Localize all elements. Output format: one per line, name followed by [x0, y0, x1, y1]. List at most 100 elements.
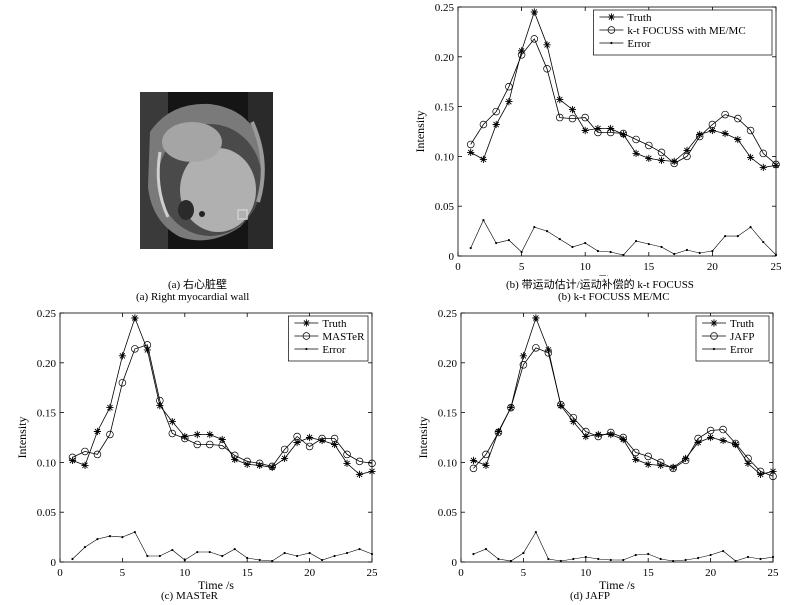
data-point	[318, 434, 326, 443]
caption-d: (d) JAFP	[570, 590, 611, 602]
legend-label: Error	[322, 344, 346, 356]
data-point	[530, 35, 539, 43]
data-point	[631, 448, 640, 457]
data-point	[146, 554, 149, 558]
data-point	[634, 239, 638, 243]
data-point	[534, 531, 537, 534]
data-point	[696, 130, 704, 139]
data-point	[584, 555, 587, 559]
data-point	[218, 435, 226, 444]
series-line	[473, 347, 774, 477]
y-axis-label: Intensity	[15, 417, 29, 459]
data-point	[355, 470, 364, 478]
data-point	[581, 113, 589, 122]
data-point	[71, 557, 74, 561]
data-point	[694, 438, 702, 447]
data-point	[517, 51, 526, 59]
series-line	[72, 344, 373, 467]
data-point	[143, 346, 151, 354]
series-truth	[68, 314, 376, 478]
data-point	[681, 456, 690, 465]
data-point	[708, 120, 717, 129]
data-point	[762, 240, 765, 244]
data-point	[746, 126, 755, 135]
y-tick-label: 0.05	[37, 507, 57, 519]
data-point	[683, 146, 691, 154]
data-point	[305, 442, 314, 451]
data-point	[769, 472, 777, 481]
x-tick-label: 0	[57, 567, 63, 579]
data-point	[497, 557, 500, 561]
data-point	[333, 554, 336, 558]
data-point	[181, 434, 189, 443]
data-point	[556, 113, 564, 122]
series-line	[470, 38, 777, 165]
data-point	[684, 558, 687, 562]
data-point	[634, 553, 637, 557]
data-point	[744, 459, 752, 467]
legend-marker	[607, 13, 615, 21]
data-point	[308, 551, 311, 555]
data-point	[296, 554, 299, 558]
data-point	[121, 536, 124, 539]
data-point	[206, 430, 214, 439]
x-tick-label: 20	[707, 261, 719, 273]
y-tick-label: 0.15	[435, 102, 455, 114]
data-point	[756, 467, 765, 476]
y-tick-label: 0	[452, 557, 458, 569]
data-point	[280, 445, 289, 454]
series-master	[68, 341, 376, 471]
data-point	[230, 451, 239, 460]
data-point	[670, 159, 678, 168]
plot-frame	[460, 312, 774, 563]
legend-marker	[710, 332, 718, 340]
data-point	[358, 547, 361, 551]
data-point	[81, 447, 89, 456]
x-tick-label: 25	[768, 567, 780, 579]
data-point	[479, 155, 487, 163]
data-point	[774, 253, 778, 257]
y-tick-label: 0.10	[438, 457, 458, 469]
x-tick-label: 20	[304, 567, 316, 579]
series-line	[470, 219, 777, 256]
data-point	[660, 245, 663, 249]
y-axis-label: Intensity	[416, 417, 430, 459]
data-point	[243, 460, 251, 468]
data-point	[746, 555, 750, 559]
legend-box	[695, 315, 770, 362]
x-tick-label: 25	[771, 261, 783, 273]
data-point	[492, 120, 500, 129]
data-point	[632, 455, 640, 463]
series-k-t-focuss-with-me-mc	[466, 35, 780, 169]
data-point	[532, 344, 540, 352]
data-point	[331, 440, 339, 449]
data-point	[568, 106, 577, 114]
data-point	[482, 461, 490, 469]
data-point	[769, 467, 777, 475]
y-tick-label: 0.10	[435, 151, 455, 163]
data-point	[131, 345, 139, 353]
data-point	[547, 557, 550, 561]
data-point	[93, 450, 102, 459]
data-point	[659, 557, 662, 561]
data-point	[744, 454, 752, 463]
data-point	[697, 556, 700, 560]
data-point	[544, 346, 552, 354]
data-point	[749, 226, 752, 229]
legend-label: Error	[730, 344, 754, 356]
data-point	[647, 552, 650, 556]
caption-a-cn: (a) 右心脏壁	[168, 279, 227, 291]
data-point	[268, 462, 276, 471]
legend-marker	[610, 41, 613, 45]
chart-c-master: 0 5 10 15 20 25 0 0.05 0.10 0.15 0.20 0.25 Time /s In…	[15, 308, 378, 590]
data-point	[81, 461, 89, 469]
data-point	[672, 559, 675, 563]
data-point	[258, 558, 261, 562]
data-point	[168, 418, 176, 426]
data-point	[609, 250, 612, 254]
data-point	[622, 253, 625, 257]
series-line	[473, 531, 774, 562]
